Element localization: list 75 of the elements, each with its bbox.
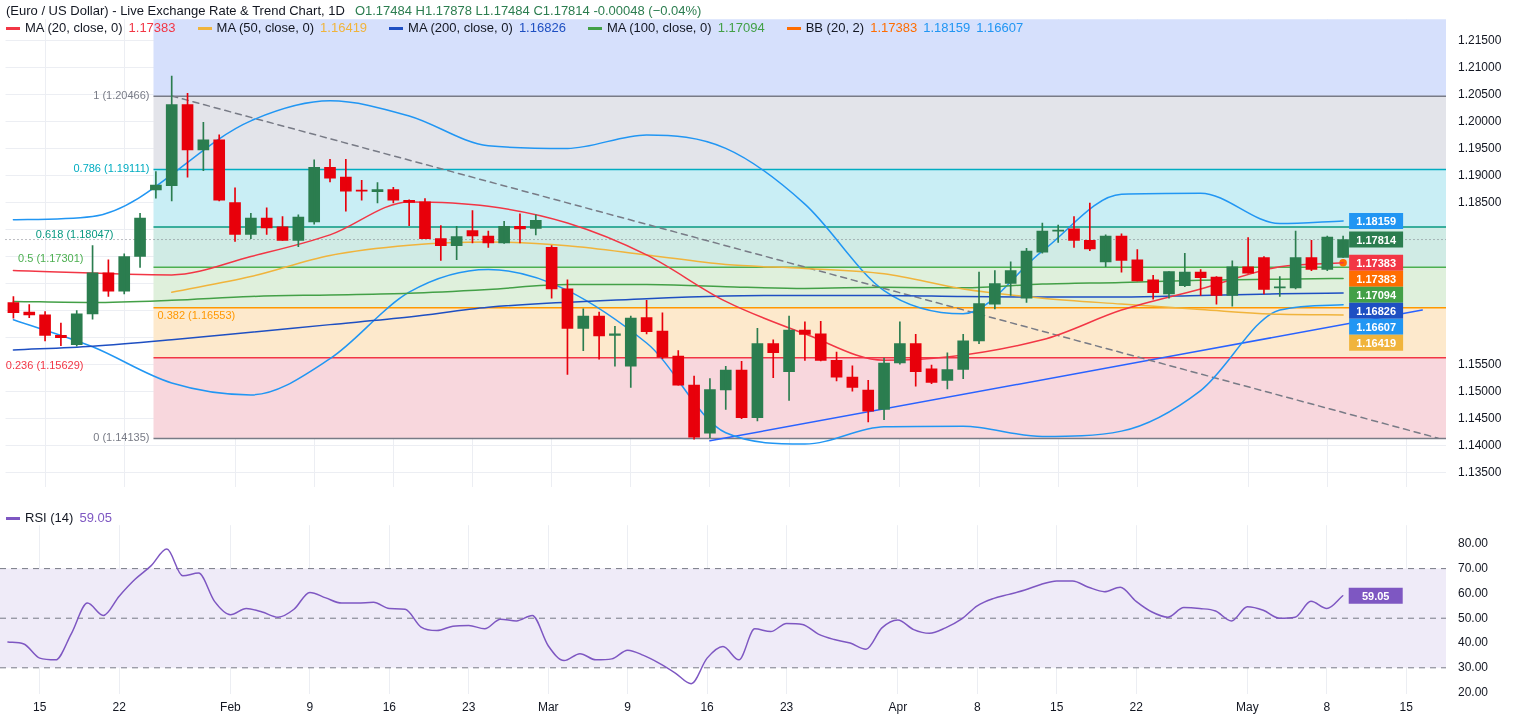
ref-line-label: 0 (1.14135): [93, 431, 150, 444]
ref-line-label: 0.786 (1.19111): [73, 162, 150, 175]
candlestick: [387, 186, 400, 204]
x-tick-label: Mar: [537, 700, 559, 715]
x-tick-label: 15: [33, 700, 47, 715]
x-tick-label: 15: [1050, 700, 1064, 715]
legend-label: MA (100, close, 0): [606, 20, 712, 35]
y-tick-label: 1.19500: [1458, 140, 1502, 155]
x-tick-label: 16: [382, 700, 397, 715]
x-tick-label: 23: [462, 700, 476, 715]
x-tick-label: 16: [700, 700, 715, 715]
legend-label: RSI (14): [25, 510, 74, 525]
text: 1.17094: [717, 20, 765, 35]
text: 1.16826: [518, 20, 566, 35]
ref-line-label: 0.236 (1.15629): [5, 359, 84, 372]
y-tick-label: 50.00: [1458, 610, 1489, 625]
text: 1.16607: [976, 20, 1024, 35]
y-tick-label: 80.00: [1458, 536, 1489, 551]
data-label: 1.18159: [1356, 214, 1396, 227]
x-tick-label: 8: [1323, 700, 1331, 715]
legend-label: MA (20, close, 0): [25, 20, 123, 35]
y-tick-label: 1.15500: [1458, 356, 1502, 371]
chart-title: (Euro / US Dollar) - Live Exchange Rate & Trend Chart, 1D: [6, 3, 345, 18]
x-tick-label: 22: [1129, 700, 1144, 715]
ref-line-label: 0.618 (1.18047): [35, 228, 114, 241]
x-tick-label: 9: [306, 700, 314, 715]
text: 59.05: [79, 510, 112, 525]
y-tick-label: 60.00: [1458, 585, 1489, 600]
ref-line-label: 1 (1.20466): [93, 89, 150, 102]
ref-line-label: 0.382 (1.16553): [157, 309, 236, 322]
data-label: 1.16607: [1356, 320, 1396, 333]
y-tick-label: 1.20000: [1458, 113, 1502, 128]
y-tick-label: 1.21000: [1458, 59, 1502, 74]
legend-label: MA (50, close, 0): [216, 20, 315, 35]
legend-label: MA (200, close, 0): [408, 20, 513, 35]
text: 1.18159: [923, 20, 971, 35]
y-tick-label: 20.00: [1458, 684, 1489, 699]
legend-label: BB (20, 2): [805, 20, 865, 35]
x-tick-label: 8: [973, 700, 981, 715]
x-tick-label: Feb: [220, 700, 242, 715]
data-label: 1.16826: [1356, 304, 1396, 317]
x-tick-label: 22: [112, 700, 127, 715]
text: 1.16419: [320, 20, 368, 35]
y-tick-label: 40.00: [1458, 635, 1489, 650]
ref-line-label: 0.5 (1.17301): [18, 251, 84, 264]
line-series: [7, 548, 1344, 685]
x-tick-label: 15: [1399, 700, 1414, 715]
y-tick-label: 1.20500: [1458, 86, 1502, 101]
y-tick-label: 1.14000: [1458, 438, 1502, 453]
y-tick-label: 1.13500: [1458, 465, 1502, 480]
candlestick: [55, 322, 67, 347]
text: 1.17383: [870, 20, 918, 35]
candlestick: [609, 325, 621, 367]
data-label: 1.17383: [1356, 256, 1396, 269]
y-tick-label: 30.00: [1458, 660, 1489, 675]
y-tick-label: 1.21500: [1458, 32, 1502, 47]
candlestick: [1273, 276, 1286, 297]
y-tick-label: 70.00: [1458, 560, 1489, 575]
x-tick-label: 23: [779, 700, 794, 715]
chart-subtitle: O1.17484 H1.17878 L1.17484 C1.17814 -0.00048 (−0.04%): [354, 3, 702, 18]
text: 1.17383: [128, 20, 176, 35]
candlestick: [1242, 237, 1254, 274]
y-tick-label: 1.19000: [1458, 167, 1502, 182]
x-tick-label: 9: [624, 700, 632, 715]
x-tick-label: Apr: [888, 700, 908, 715]
text: 1.17814: [1356, 233, 1396, 246]
data-label: 1.17383: [1356, 272, 1396, 285]
data-label: 1.17094: [1356, 288, 1397, 301]
x-tick-label: May: [1236, 700, 1259, 715]
data-label: 59.05: [1361, 589, 1390, 602]
candlestick: [403, 199, 415, 227]
y-tick-label: 1.14500: [1458, 411, 1502, 425]
y-tick-label: 1.18500: [1458, 194, 1502, 209]
y-tick-label: 1.15000: [1458, 383, 1502, 398]
data-label: 1.16419: [1356, 336, 1396, 349]
